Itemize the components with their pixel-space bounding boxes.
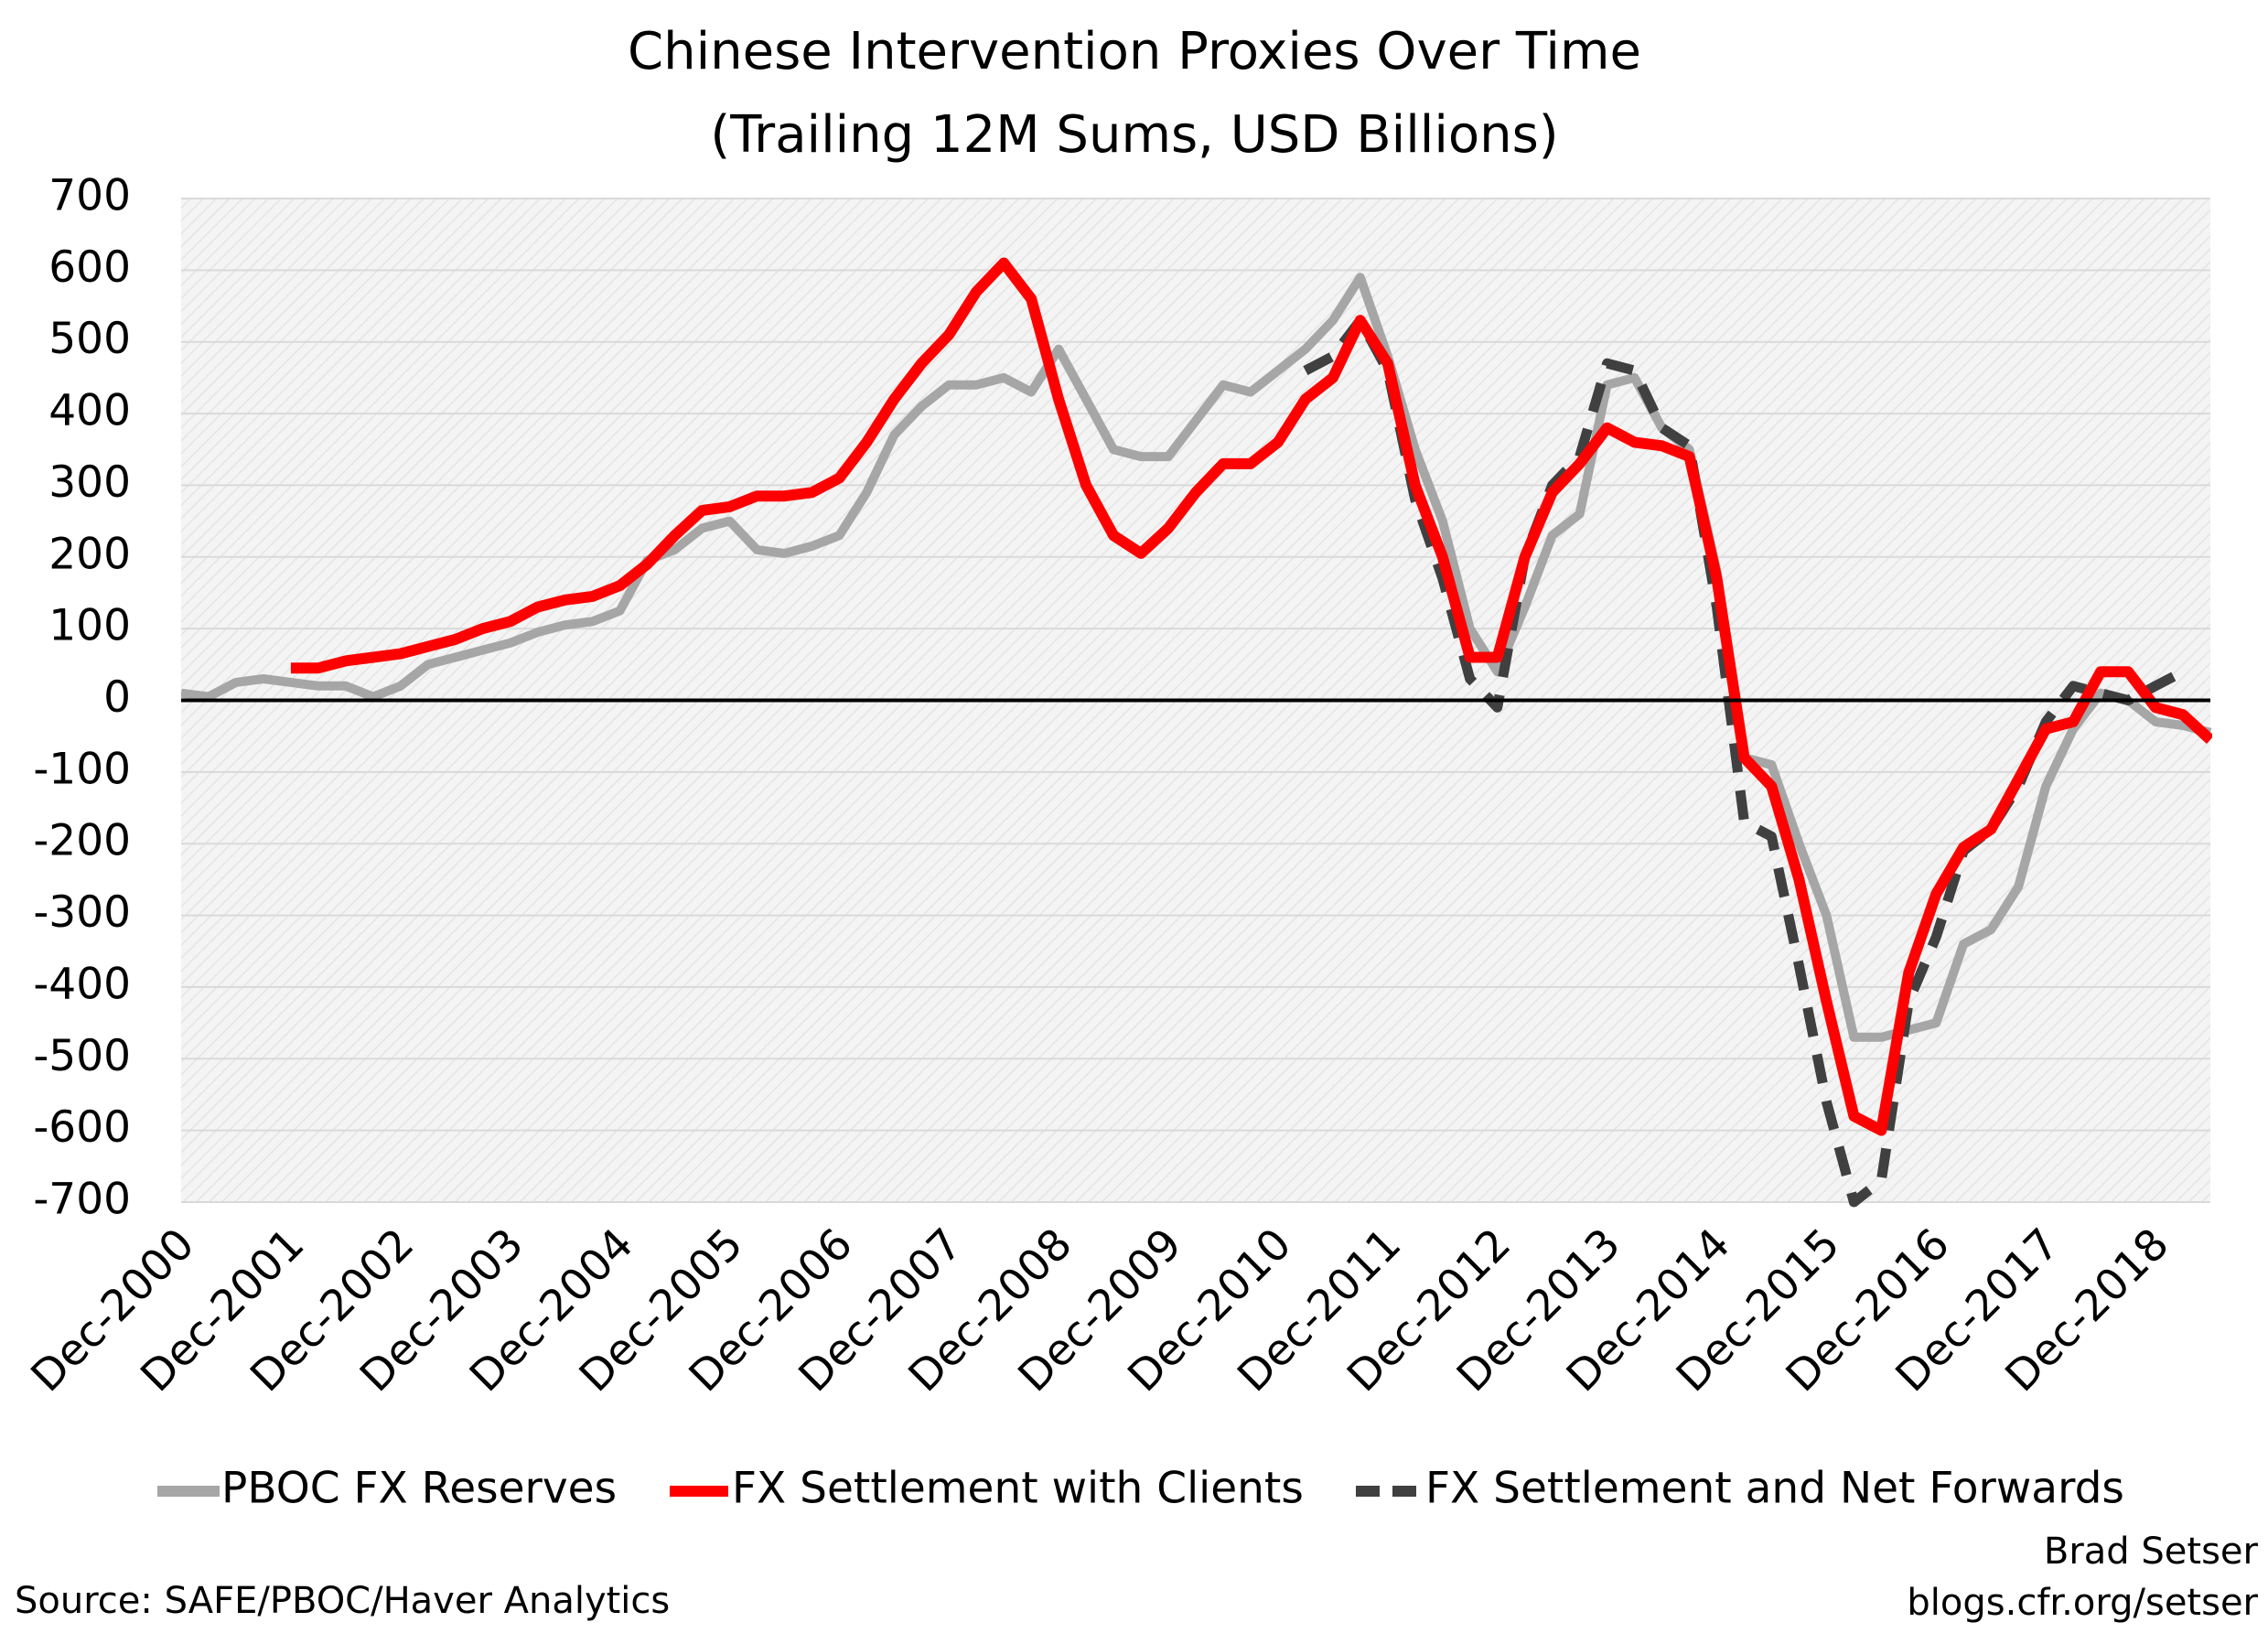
series-line xyxy=(1303,315,2186,1208)
y-tick-label: 200 xyxy=(48,529,131,579)
series-lines xyxy=(181,257,2212,1208)
y-tick-label: -100 xyxy=(33,744,131,794)
y-tick-label: -300 xyxy=(33,887,131,938)
y-tick-label: -400 xyxy=(33,959,131,1009)
y-tick-label: 0 xyxy=(103,672,131,723)
series-line xyxy=(290,257,2212,1136)
y-tick-label: -600 xyxy=(33,1102,131,1153)
series-line xyxy=(181,273,2212,1042)
legend-label: PBOC FX Reserves xyxy=(221,1464,617,1514)
y-tick-label: 500 xyxy=(48,314,131,364)
chart-title: Chinese Intervention Proxies Over Time xyxy=(628,22,1641,81)
y-tick-label: 700 xyxy=(48,171,131,221)
y-tick-label: 400 xyxy=(48,386,131,436)
legend-label: FX Settlement with Clients xyxy=(732,1464,1304,1514)
legend: PBOC FX Reserves FX Settlement with Clien… xyxy=(157,1464,2124,1514)
y-tick-label: 300 xyxy=(48,457,131,508)
legend-label: FX Settlement and Net Forwards xyxy=(1425,1464,2124,1514)
credit-author: Brad Setser xyxy=(2044,1531,2259,1573)
chart-subtitle: (Trailing 12M Sums, USD Billions) xyxy=(710,105,1558,165)
credit-url: blogs.cfr.org/setser xyxy=(1907,1582,2258,1624)
source-note: Source: SAFE/PBOC/Haver Analytics xyxy=(15,1580,670,1622)
y-tick-label: 100 xyxy=(48,601,131,651)
y-tick-label: 600 xyxy=(48,242,131,293)
y-tick-label: -700 xyxy=(33,1175,131,1225)
y-tick-label: -500 xyxy=(33,1031,131,1081)
y-tick-label: -200 xyxy=(33,816,131,866)
